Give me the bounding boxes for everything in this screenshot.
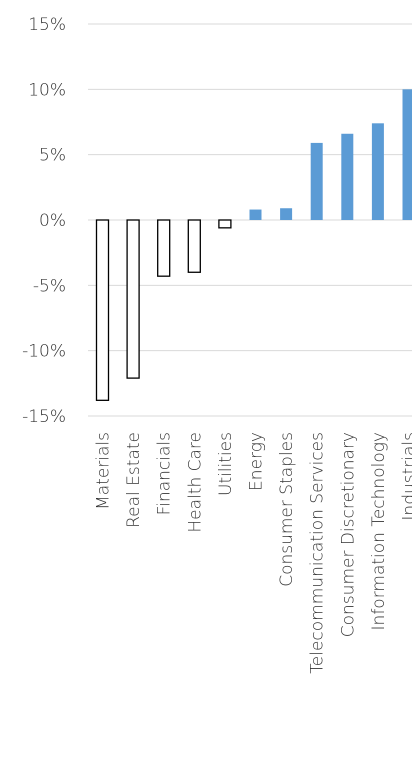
y-tick-label: -5% <box>33 276 66 296</box>
category-label: Consumer Staples <box>277 432 297 587</box>
y-tick-label: 0% <box>39 211 66 231</box>
category-label: Industrials <box>400 432 412 521</box>
category-label: Telecommunication Services <box>308 432 328 674</box>
bar <box>310 142 323 220</box>
category-label: Materials <box>94 432 114 510</box>
bar <box>371 123 384 220</box>
y-tick-label: -15% <box>22 407 66 427</box>
category-label: Utilities <box>216 432 236 496</box>
y-tick-label: 10% <box>28 80 66 100</box>
y-tick-label: -10% <box>22 342 66 362</box>
bar <box>341 133 354 220</box>
bar <box>126 219 140 379</box>
bars <box>95 89 412 401</box>
bar <box>249 209 262 220</box>
category-labels: Materials Real Estate Financials Health Car… <box>94 432 412 674</box>
y-axis-tick-labels: 15% 10% 5% 0% -5% -10% -15% <box>22 15 66 427</box>
bar <box>187 219 201 273</box>
category-label: Information Technology <box>369 432 389 630</box>
category-label: Real Estate <box>124 432 144 528</box>
category-label: Health Care <box>185 432 205 533</box>
y-tick-label: 15% <box>28 15 66 35</box>
bar <box>218 219 232 229</box>
category-label: Energy <box>247 432 267 491</box>
bar <box>95 219 110 401</box>
y-tick-label: 5% <box>39 146 66 166</box>
gridlines <box>88 23 412 417</box>
bar <box>280 208 293 220</box>
category-label: Financials <box>155 432 175 515</box>
bar <box>402 89 412 220</box>
category-label: Consumer Discretionary <box>338 432 358 637</box>
bar <box>157 219 171 277</box>
